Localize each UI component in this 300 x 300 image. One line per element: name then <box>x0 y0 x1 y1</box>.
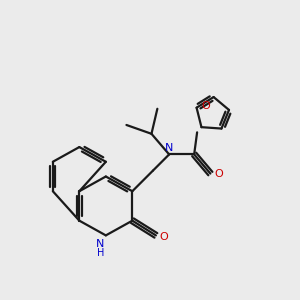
Text: O: O <box>214 169 223 178</box>
Text: N: N <box>96 239 105 249</box>
Text: O: O <box>202 101 210 111</box>
Text: O: O <box>160 232 169 242</box>
Text: N: N <box>165 143 173 153</box>
Text: H: H <box>97 248 104 258</box>
